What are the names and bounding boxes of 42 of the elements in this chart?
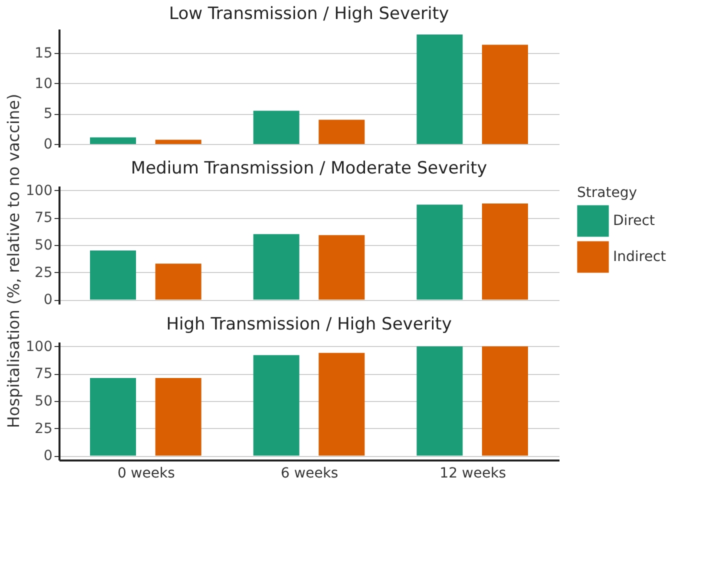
y-tick-label: 0 [44, 136, 52, 152]
y-tick-label: 25 [34, 420, 52, 437]
chart-title: Low Transmission / High Severity [169, 4, 449, 24]
y-tick-label: 15 [34, 46, 52, 62]
bar [155, 378, 202, 456]
bar [318, 120, 365, 144]
x-tick-label: 0 weeks [117, 466, 175, 482]
bar [253, 355, 300, 456]
bar [416, 204, 463, 300]
y-tick-label: 50 [34, 394, 52, 410]
bar [90, 250, 136, 300]
y-axis-title: Hospitalisation (%, relative to no vaccine) [4, 94, 23, 428]
bar [318, 235, 365, 300]
bar [482, 203, 528, 300]
y-tick-label: 75 [34, 210, 52, 226]
bar [90, 137, 136, 144]
y-tick-label: 0 [44, 292, 52, 308]
x-tick-label: 6 weeks [280, 466, 338, 482]
bar [482, 44, 528, 144]
bar [416, 34, 463, 144]
bar [155, 264, 202, 300]
x-tick-label: 12 weeks [440, 466, 506, 482]
chart-title: High Transmission / High Severity [166, 314, 452, 334]
y-tick-label: 100 [26, 182, 52, 199]
legend-title: Strategy [577, 185, 637, 201]
legend-label: Direct [613, 213, 656, 229]
y-tick-label: 75 [34, 366, 52, 382]
y-tick-label: 50 [34, 238, 52, 254]
bar [155, 140, 202, 144]
y-tick-label: 100 [26, 338, 52, 355]
bar [90, 378, 136, 456]
y-tick-label: 25 [34, 264, 52, 281]
legend-label: Indirect [613, 249, 667, 265]
bar [416, 346, 463, 456]
y-tick-label: 5 [44, 106, 52, 122]
bar [318, 352, 365, 456]
y-tick-label: 0 [44, 448, 52, 464]
bar [482, 346, 528, 456]
bar [253, 234, 300, 300]
y-tick-label: 10 [34, 76, 52, 92]
bar [253, 110, 300, 144]
chart-title: Medium Transmission / Moderate Severity [130, 158, 488, 178]
